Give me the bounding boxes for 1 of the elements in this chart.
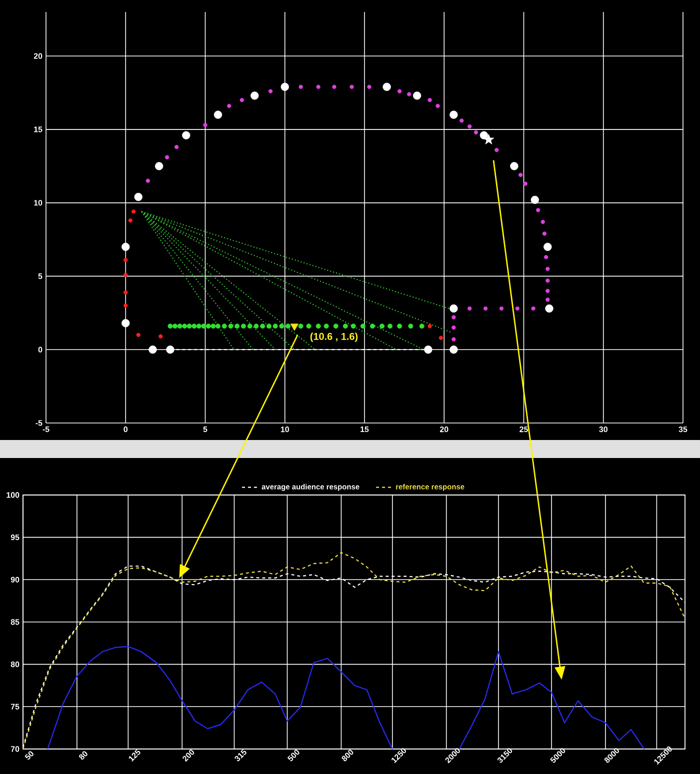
- annotation: (10.6 , 1.6): [310, 332, 358, 342]
